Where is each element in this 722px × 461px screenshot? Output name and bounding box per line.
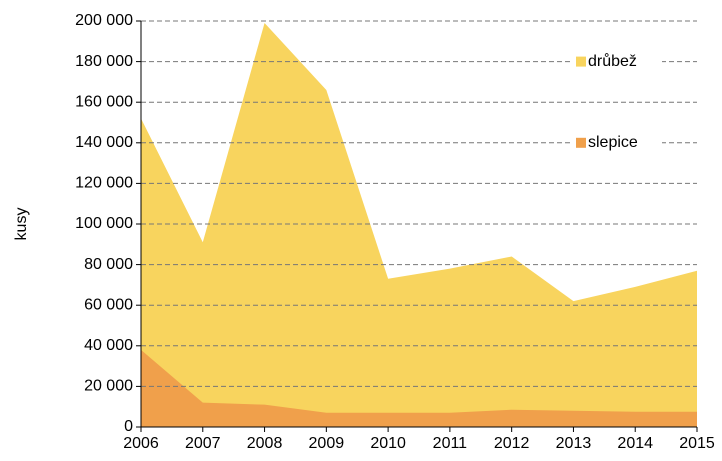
legend-swatch (576, 56, 586, 67)
legend-background (572, 50, 662, 73)
legend-label: drůbež (588, 52, 637, 70)
x-tick-label: 2013 (556, 435, 592, 452)
area (141, 23, 697, 428)
x-tick-label: 2006 (123, 435, 159, 452)
x-tick-label: 2015 (679, 435, 715, 452)
y-axis-label: kusy (13, 208, 30, 241)
y-tick-label: 40 000 (84, 337, 133, 354)
x-tick-label: 2007 (185, 435, 221, 452)
x-tick-label: 2009 (309, 435, 345, 452)
x-tick-label: 2008 (247, 435, 283, 452)
y-tick-label: 160 000 (75, 93, 133, 110)
y-tick-label: 140 000 (75, 134, 133, 151)
y-tick-label: 180 000 (75, 53, 133, 70)
x-tick-label: 2011 (433, 435, 468, 452)
x-tick-label: 2012 (494, 435, 530, 452)
legend-label: slepice (588, 134, 638, 151)
y-tick-label: 60 000 (84, 296, 133, 313)
y-tick-label: 20 000 (84, 378, 133, 395)
y-tick-label: 80 000 (84, 256, 133, 273)
y-tick-label: 120 000 (75, 175, 133, 192)
legend-swatch (576, 137, 586, 148)
legend-background (572, 131, 662, 154)
y-tick-label: 0 (124, 418, 133, 435)
x-tick-label: 2014 (617, 435, 653, 452)
area (141, 349, 697, 427)
x-tick-label: 2010 (370, 435, 406, 452)
y-tick-label: 100 000 (75, 215, 133, 232)
y-tick-label: 200 000 (75, 12, 133, 29)
